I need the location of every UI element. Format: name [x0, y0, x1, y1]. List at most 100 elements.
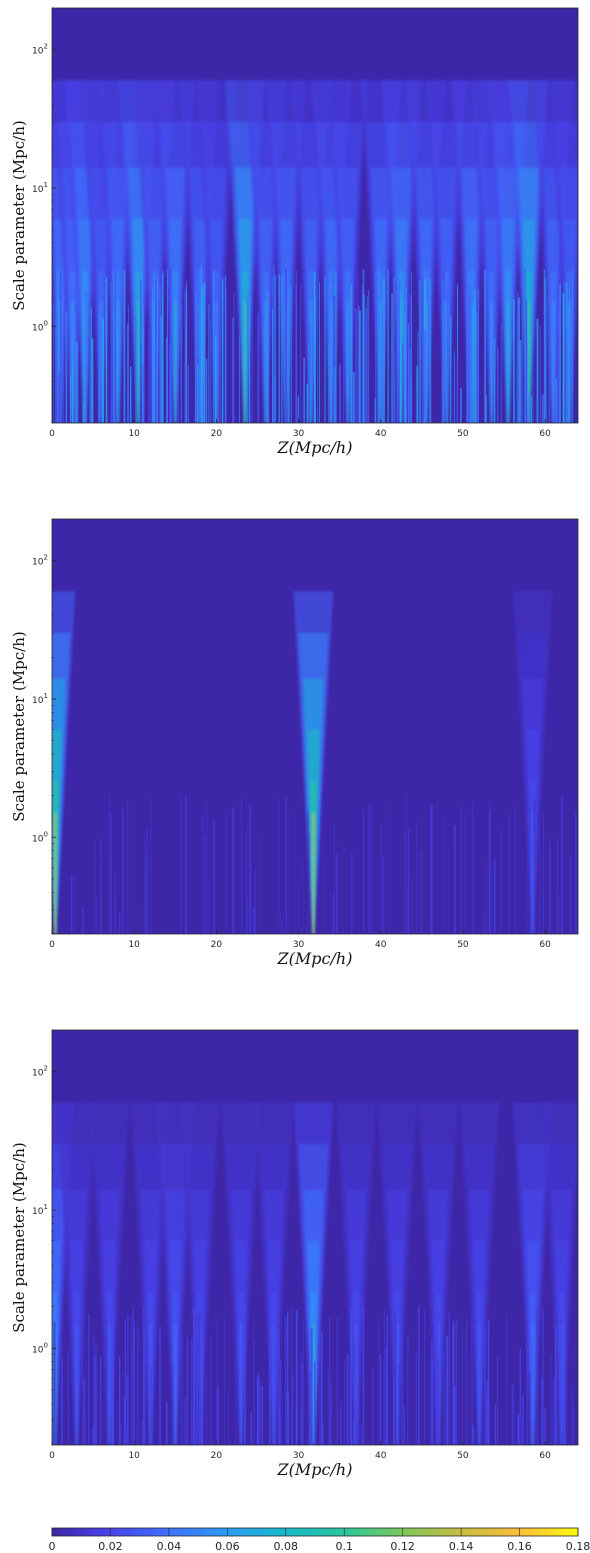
heatmap-speckle [141, 1420, 143, 1445]
axes-frame [51, 1029, 579, 1446]
heatmap-speckle [543, 270, 545, 423]
heatmap-speckle [408, 828, 410, 934]
heatmap-speckle [94, 836, 96, 934]
heatmap-feature-15 [541, 1102, 578, 1445]
heatmap-speckle [256, 1431, 258, 1445]
heatmap-speckle [328, 1367, 330, 1445]
heatmap-speckle [407, 1334, 409, 1445]
heatmap-speckle [295, 1310, 298, 1445]
heatmap-speckle [429, 281, 432, 423]
x-axis-label: Z(Mpc/h) [277, 1460, 353, 1479]
heatmap-speckle [324, 277, 326, 423]
heatmap-speckle [306, 1345, 308, 1445]
y-tick-label: 102 [32, 43, 48, 57]
heatmap-speckle [544, 1408, 546, 1445]
heatmap-speckle [442, 278, 444, 423]
heatmap-speckle [55, 314, 56, 423]
heatmap-speckle [300, 1353, 302, 1445]
heatmap-speckle [402, 1368, 404, 1445]
heatmap-speckle [335, 272, 337, 423]
heatmap-speckle [67, 1350, 69, 1445]
heatmap-speckle [232, 807, 234, 934]
x-tick-label: 30 [293, 940, 305, 950]
x-tick-label: 0 [49, 429, 55, 439]
heatmap-speckle [532, 1337, 533, 1445]
heatmap-speckle [128, 1375, 129, 1445]
heatmap-speckle [460, 806, 462, 934]
heatmap-speckle [555, 378, 557, 423]
panel-3: 0 10 20 30 40 50 60 100 101 102 Z(Mpc/h) Scale para… [10, 1029, 579, 1479]
heatmap-speckle [98, 308, 100, 423]
heatmap-feature-10 [336, 1102, 377, 1445]
heatmap-speckle [468, 283, 470, 423]
heatmap-speckle [448, 848, 450, 934]
y-tick-label: 101 [32, 692, 48, 706]
heatmap-speckle [107, 274, 109, 423]
heatmap-speckle [419, 280, 421, 423]
heatmap-speckle [418, 1306, 420, 1445]
heatmap-speckle [289, 285, 290, 423]
heatmap-speckle [394, 354, 396, 423]
heatmap-speckle [352, 1421, 355, 1445]
heatmap-speckle [556, 838, 558, 934]
heatmap-speckle [63, 348, 65, 423]
heatmap-speckle [380, 1353, 382, 1445]
heatmap-speckle [82, 402, 84, 423]
colorbar-tick-label: 0.12 [390, 1540, 415, 1553]
heatmap-speckle [317, 291, 318, 423]
x-tick-label: 60 [539, 1451, 551, 1461]
heatmap-speckle [322, 1422, 325, 1445]
heatmap-speckle [84, 1378, 85, 1445]
heatmap-speckle [363, 810, 365, 934]
heatmap-speckle [253, 907, 255, 934]
heatmap-speckle [308, 1330, 310, 1445]
heatmap-speckle [333, 401, 334, 423]
heatmap-speckle [384, 802, 385, 934]
x-tick-label: 40 [375, 940, 387, 950]
heatmap-speckle [452, 1327, 453, 1445]
y-tick-label: 100 [32, 830, 48, 844]
heatmap-speckle [102, 318, 104, 423]
heatmap-speckle [566, 327, 568, 423]
heatmap-speckle [213, 270, 215, 423]
heatmap-speckle [474, 289, 476, 423]
heatmap-speckle [232, 318, 234, 423]
heatmap-speckle [355, 1337, 357, 1445]
heatmap-speckle [542, 1306, 544, 1445]
heatmap-speckle [282, 919, 284, 934]
heatmap-speckle [442, 816, 445, 934]
heatmap-speckle [511, 1384, 514, 1445]
heatmap-speckle [162, 295, 163, 423]
heatmap-speckle [416, 820, 418, 934]
heatmap-speckle [559, 284, 561, 423]
heatmap-speckle [484, 1327, 486, 1445]
panel-2: 0 10 20 30 40 50 60 100 101 102 Z(Mpc/h) Scale para… [10, 518, 579, 968]
heatmap-speckle [386, 1314, 388, 1445]
heatmap-speckle [534, 818, 536, 934]
heatmap-speckle [526, 1346, 528, 1445]
heatmap-speckle [208, 304, 210, 423]
heatmap-speckle [280, 1360, 282, 1445]
heatmap-speckle [294, 813, 296, 934]
heatmap-speckle [100, 1355, 102, 1445]
heatmap-speckle [532, 376, 534, 423]
heatmap-speckle [267, 289, 269, 423]
heatmap-speckle [193, 1309, 195, 1445]
heatmap-speckle [124, 1320, 126, 1445]
heatmap-speckle [529, 1372, 531, 1445]
colorbar-tick-label: 0.06 [215, 1540, 240, 1553]
heatmap-speckle [563, 1387, 565, 1445]
y-axis-label: Scale parameter (Mpc/h) [10, 1142, 28, 1332]
heatmap-speckle [393, 1358, 395, 1445]
heatmap-speckle [60, 271, 62, 423]
heatmap-speckle [526, 794, 528, 934]
heatmap-speckle [302, 861, 303, 934]
heatmap-feature-13 [459, 1102, 500, 1445]
heatmap-speckle [446, 287, 448, 423]
heatmap-speckle [472, 306, 475, 423]
heatmap-speckle [550, 1354, 552, 1445]
heatmap-speckle [436, 1308, 438, 1445]
heatmap-speckle [335, 853, 338, 934]
heatmap-speckle [303, 358, 305, 423]
heatmap-speckle [259, 837, 261, 934]
